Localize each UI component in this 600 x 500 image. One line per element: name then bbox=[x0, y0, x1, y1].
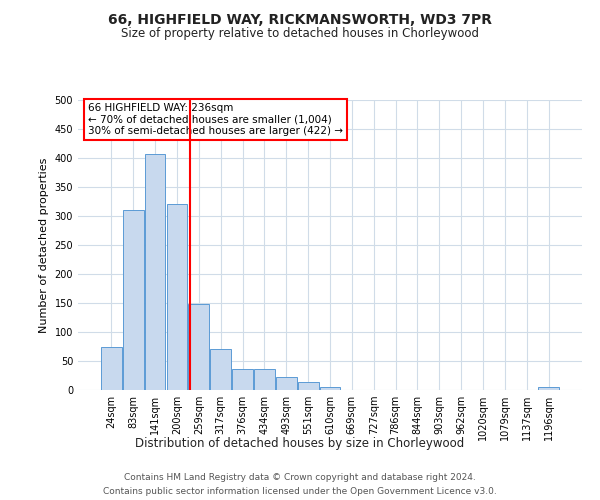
Bar bbox=[320, 387, 340, 390]
Text: 66 HIGHFIELD WAY: 236sqm
← 70% of detached houses are smaller (1,004)
30% of sem: 66 HIGHFIELD WAY: 236sqm ← 70% of detach… bbox=[88, 103, 343, 136]
Bar bbox=[276, 377, 296, 390]
Bar bbox=[167, 204, 187, 390]
Bar bbox=[145, 154, 166, 390]
Bar bbox=[188, 304, 209, 390]
Bar bbox=[123, 210, 143, 390]
Text: Distribution of detached houses by size in Chorleywood: Distribution of detached houses by size … bbox=[136, 438, 464, 450]
Text: Contains HM Land Registry data © Crown copyright and database right 2024.: Contains HM Land Registry data © Crown c… bbox=[124, 472, 476, 482]
Bar bbox=[232, 368, 253, 390]
Text: 66, HIGHFIELD WAY, RICKMANSWORTH, WD3 7PR: 66, HIGHFIELD WAY, RICKMANSWORTH, WD3 7P… bbox=[108, 12, 492, 26]
Y-axis label: Number of detached properties: Number of detached properties bbox=[39, 158, 49, 332]
Bar bbox=[210, 350, 231, 390]
Bar bbox=[298, 382, 319, 390]
Bar bbox=[101, 346, 122, 390]
Bar bbox=[538, 387, 559, 390]
Text: Contains public sector information licensed under the Open Government Licence v3: Contains public sector information licen… bbox=[103, 488, 497, 496]
Bar bbox=[254, 368, 275, 390]
Text: Size of property relative to detached houses in Chorleywood: Size of property relative to detached ho… bbox=[121, 28, 479, 40]
